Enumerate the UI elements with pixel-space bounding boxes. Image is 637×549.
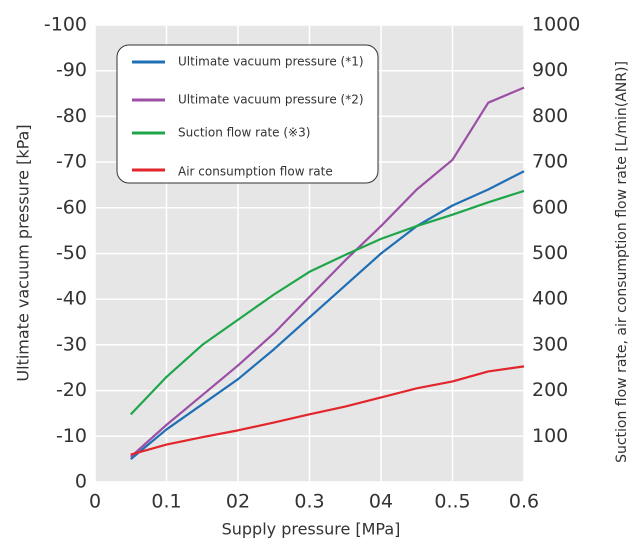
y-tick-label: -50 [56, 242, 87, 264]
y2-tick-label: 300 [532, 333, 568, 355]
y-tick-label: -100 [44, 14, 87, 36]
x-tick-label: 0.1 [151, 491, 181, 513]
y2-axis-label: Suction flow rate, air consumption flow … [614, 61, 630, 463]
legend-label: Ultimate vacuum pressure (*2) [178, 93, 364, 107]
y2-tick-label: 200 [532, 379, 568, 401]
series-line [130, 86, 525, 458]
y2-tick-label: 900 [532, 59, 568, 81]
y-axis-label: Ultimate vacuum pressure [kPa] [14, 124, 33, 381]
y-tick-label: -20 [56, 379, 87, 401]
y2-tick-label: 600 [532, 196, 568, 218]
y2-tick-label: 400 [532, 288, 568, 310]
x-tick-label: 0.3 [294, 491, 324, 513]
series-line [130, 170, 525, 460]
y2-tick-label: 1000 [532, 14, 580, 36]
y2-tick-label: 500 [532, 242, 568, 264]
y2-tick-label: 700 [532, 151, 568, 173]
y-tick-label: -60 [56, 196, 87, 218]
y-tick-label: -40 [56, 288, 87, 310]
y2-tick-label: 800 [532, 105, 568, 127]
x-tick-label: 04 [369, 491, 393, 513]
y-tick-label: -90 [56, 59, 87, 81]
y2-tick-label: 100 [532, 425, 568, 447]
legend-label: Ultimate vacuum pressure (*1) [178, 55, 364, 69]
y-tick-label: -70 [56, 151, 87, 173]
series-line [129, 189, 525, 416]
y-tick-label: -30 [56, 333, 87, 355]
y-tick-label: -10 [56, 425, 87, 447]
legend-label: Suction flow rate (※3) [178, 126, 310, 140]
legend-label: Air consumption flow rate [178, 165, 333, 179]
y-tick-label: 0 [75, 471, 87, 493]
series-line [130, 365, 525, 456]
y-tick-label: -80 [56, 105, 87, 127]
x-tick-label: 0 [89, 491, 101, 513]
x-tick-label: 0..5 [434, 491, 470, 513]
x-axis-label: Supply pressure [MPa] [222, 520, 401, 539]
legend-box [116, 44, 379, 184]
x-tick-label: 0.6 [509, 491, 539, 513]
x-tick-label: 02 [226, 491, 250, 513]
